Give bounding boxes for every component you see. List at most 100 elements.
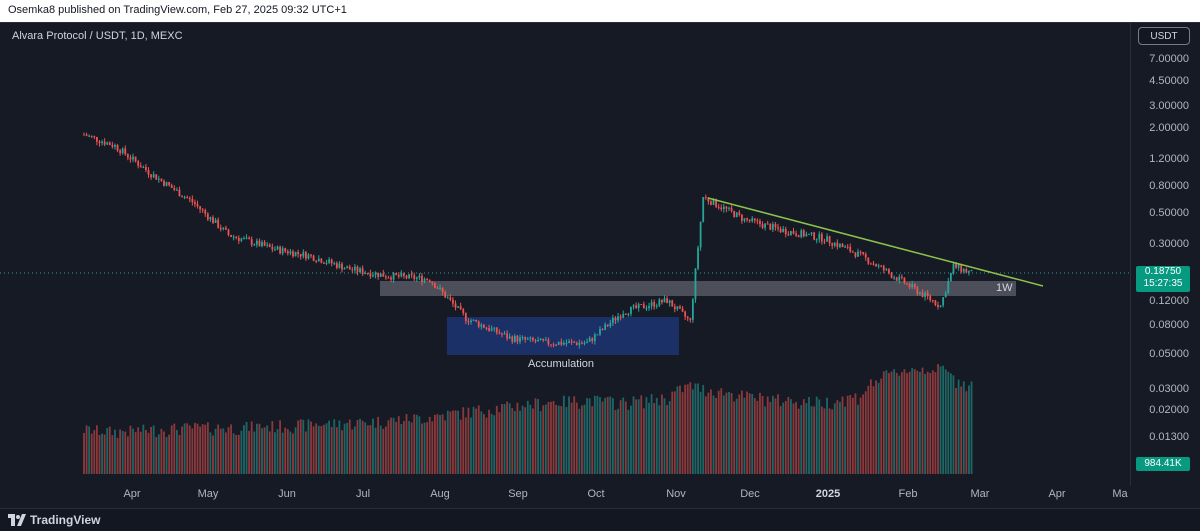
volume-bar <box>937 364 939 474</box>
volume-bar <box>746 391 748 474</box>
volume-bar <box>810 406 813 474</box>
volume-bar <box>204 424 207 474</box>
volume-bar <box>276 429 279 474</box>
volume-bar <box>560 406 563 474</box>
candle-body <box>346 266 349 269</box>
candle-body <box>606 324 609 327</box>
candle-body <box>323 262 325 264</box>
candle-body <box>591 338 594 342</box>
volume-bar <box>782 402 785 474</box>
price-chart[interactable] <box>0 22 1130 486</box>
candle-body <box>671 300 674 307</box>
candle-body <box>779 228 782 233</box>
volume-bar <box>106 427 109 474</box>
volume-bar <box>588 398 591 474</box>
candle-body <box>410 274 413 276</box>
volume-bar <box>673 391 676 474</box>
volume-bar <box>880 378 883 474</box>
candle-body <box>452 299 454 304</box>
candle-body <box>642 304 645 309</box>
candle-body <box>797 235 800 238</box>
candle-body <box>800 230 803 238</box>
volume-bar <box>183 423 186 474</box>
volume-bar <box>619 400 622 474</box>
volume-bar <box>413 414 416 474</box>
accumulation-label: Accumulation <box>528 358 595 370</box>
time-tick: Aug <box>430 488 450 500</box>
volume-bar <box>944 369 947 474</box>
volume-bar <box>759 392 761 474</box>
candle-body <box>560 341 563 345</box>
candle-body <box>397 274 400 277</box>
volume-bar <box>751 394 754 474</box>
volume-bar <box>175 429 178 474</box>
volume-bar <box>898 375 901 474</box>
volume-bar <box>908 371 911 474</box>
candle-body <box>493 327 496 329</box>
candle-body <box>372 275 374 277</box>
volume-bar <box>903 369 906 474</box>
candle-body <box>828 236 831 244</box>
candle-body <box>924 292 926 297</box>
candle-body <box>893 277 896 279</box>
candle-body <box>609 322 612 327</box>
price-tick: 3.00000 <box>1149 100 1189 112</box>
candle-body <box>132 156 134 160</box>
candle-body <box>307 254 310 259</box>
volume-bar <box>557 405 560 474</box>
volume-bar <box>931 370 934 474</box>
candle-body <box>418 275 421 278</box>
currency-button[interactable]: USDT <box>1138 27 1190 45</box>
volume-bar <box>565 407 568 474</box>
price-tick: 1.20000 <box>1149 153 1189 165</box>
candle-body <box>725 206 728 209</box>
volume-bar <box>823 408 826 474</box>
candle-body <box>183 197 186 199</box>
price-tick: 0.12000 <box>1149 295 1189 307</box>
candle-body <box>369 273 372 277</box>
volume-bar <box>787 396 790 474</box>
volume-bar <box>870 379 872 474</box>
candle-body <box>436 287 439 289</box>
candle-body <box>488 328 490 331</box>
candle-body <box>98 141 101 143</box>
candle-body <box>173 187 176 190</box>
price-scale[interactable]: 7.00000 4.50000 3.00000 2.00000 1.20000 0.800… <box>1130 22 1200 486</box>
candle-body <box>570 341 573 343</box>
candle-body <box>457 306 459 308</box>
volume-bar <box>591 406 594 474</box>
volume-bar <box>575 402 578 474</box>
candle-body <box>898 276 901 281</box>
candle-body <box>730 207 733 211</box>
volume-bar <box>539 411 542 474</box>
volume-bar <box>150 426 152 474</box>
candle-body <box>495 327 498 333</box>
candle-body <box>614 317 617 321</box>
candle-body <box>872 263 875 265</box>
candle-body <box>519 337 521 342</box>
volume-bar <box>196 423 199 474</box>
volume-bar <box>800 405 803 474</box>
candle-body <box>547 339 550 345</box>
candle-body <box>575 342 578 345</box>
candle-body <box>753 218 756 221</box>
volume-bar <box>480 411 483 474</box>
volume-bar <box>797 408 800 474</box>
candle-body <box>245 237 248 239</box>
candle-body <box>596 334 599 336</box>
volume-bar <box>307 419 310 474</box>
candle-body <box>666 298 668 303</box>
candle-body <box>330 259 333 264</box>
candle-body <box>862 251 865 254</box>
volume-bar <box>900 372 903 474</box>
volume-bar <box>157 434 160 474</box>
volume-bar <box>459 419 462 474</box>
time-axis[interactable]: Apr May Jun Jul Aug Sep Oct Nov Dec 2025 Feb Mar Apr… <box>0 486 1130 508</box>
tradingview-brand: TradingView <box>30 513 101 527</box>
candle-body <box>333 263 336 265</box>
time-tick: 2025 <box>815 488 841 500</box>
volume-bar <box>405 414 408 474</box>
candle-body <box>784 228 787 235</box>
volume-bar <box>477 405 480 474</box>
candle-body <box>85 134 88 136</box>
